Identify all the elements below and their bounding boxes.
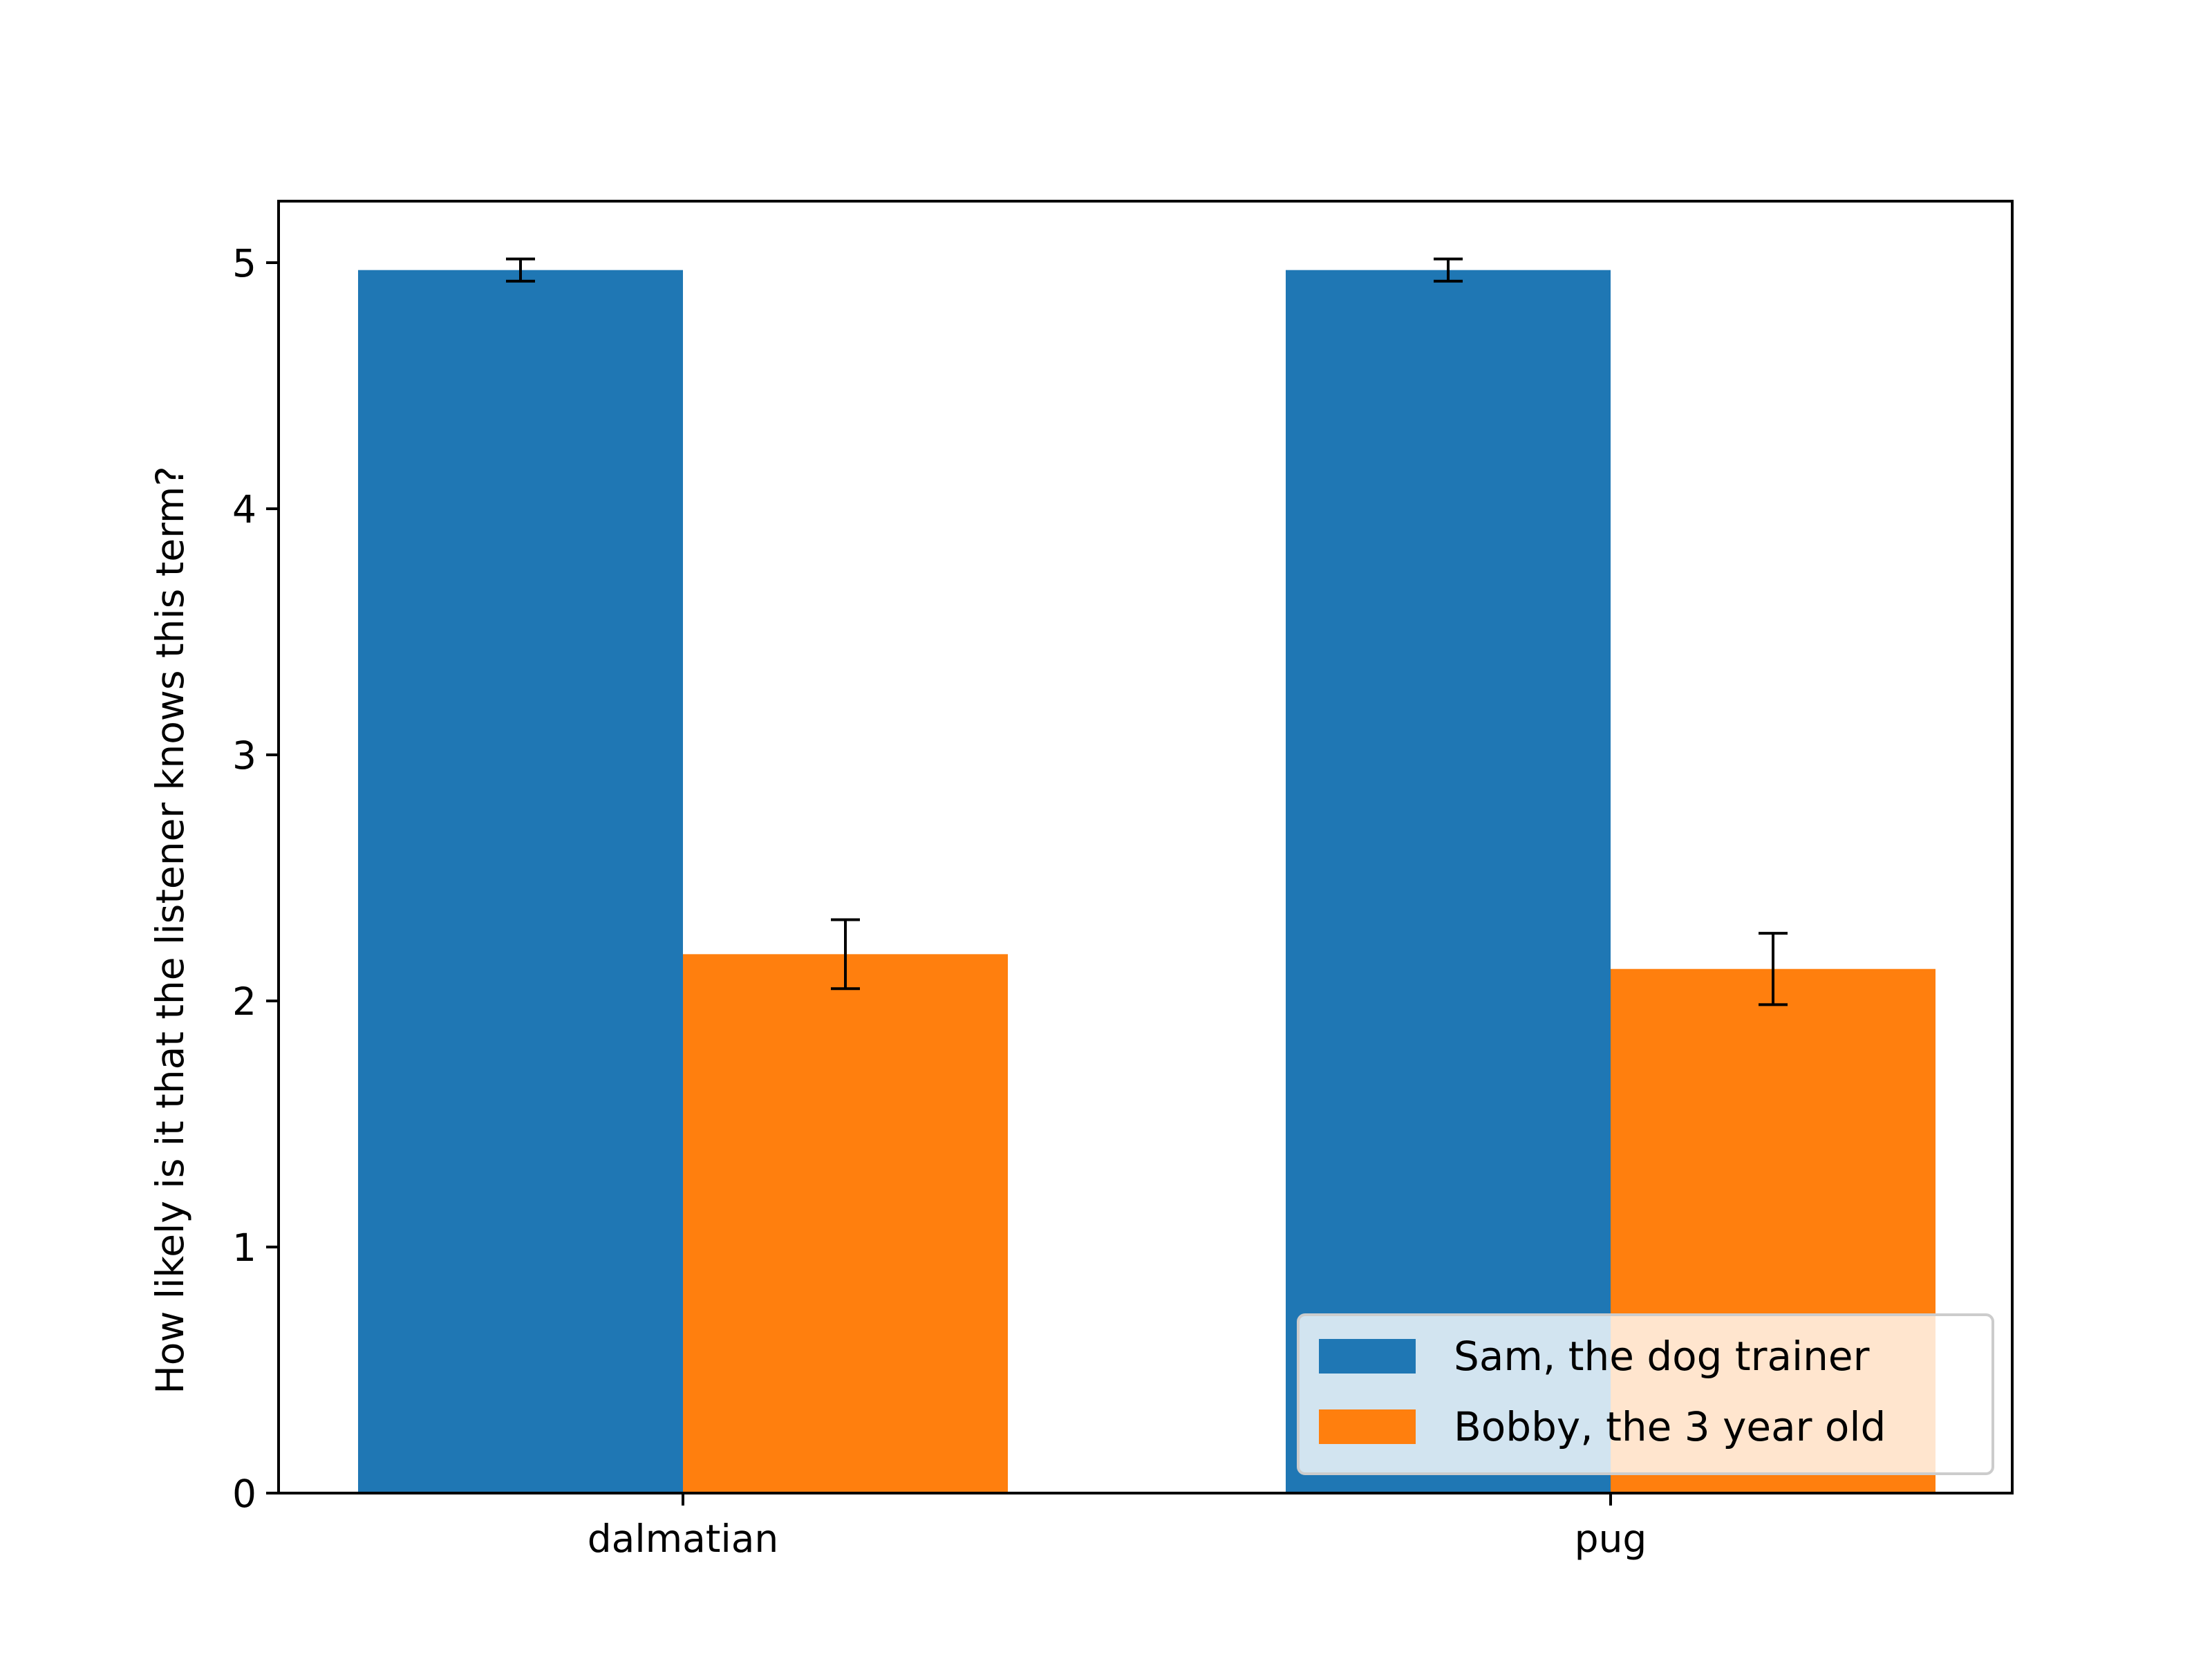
legend-swatch-series-1 (1319, 1339, 1416, 1374)
y-tick-label: 0 (232, 1472, 256, 1516)
x-tick-label-dalmatian: dalmatian (588, 1517, 779, 1561)
bar-dalmatian-series-1 (358, 270, 683, 1494)
bar-pug-series-1 (1286, 270, 1611, 1494)
y-tick-label: 2 (232, 980, 256, 1024)
plot-area-frame (277, 200, 2014, 1494)
bar-dalmatian-series-2 (683, 954, 1008, 1493)
x-axis: dalmatian pug (588, 1493, 1647, 1561)
error-bars-layer (506, 257, 1788, 1006)
legend-box (1297, 1313, 1994, 1475)
error-bar-dalmatian-series-2 (831, 918, 860, 991)
error-bar-pug-series-1 (1434, 257, 1463, 283)
y-axis-label: How likely is it that the listener knows… (148, 466, 192, 1394)
legend-swatch-series-2 (1319, 1409, 1416, 1444)
x-tick-label-pug: pug (1575, 1517, 1647, 1561)
y-tick-label: 1 (232, 1226, 256, 1270)
legend-label-series-2: Bobby, the 3 year old (1454, 1403, 1886, 1450)
error-bar-pug-series-2 (1759, 932, 1788, 1006)
y-tick-label: 3 (232, 733, 256, 778)
legend: Sam, the dog trainer Bobby, the 3 year ol… (1297, 1313, 1994, 1475)
y-tick-label: 5 (232, 241, 256, 285)
legend-label-series-1: Sam, the dog trainer (1454, 1333, 1870, 1380)
y-axis: 0 1 2 3 4 5 (232, 241, 279, 1516)
error-bar-dalmatian-series-1 (506, 257, 535, 283)
y-tick-label: 4 (232, 487, 256, 532)
